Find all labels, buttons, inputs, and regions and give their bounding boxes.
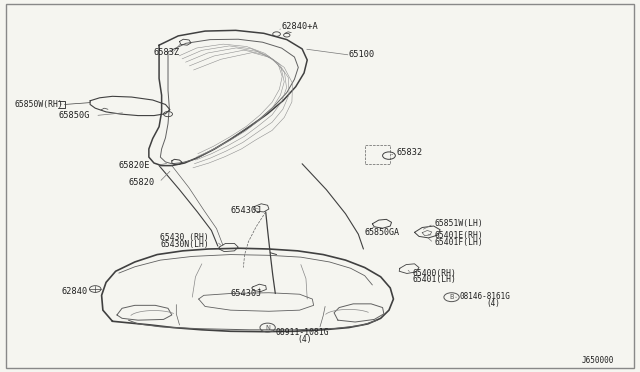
Text: 6583Z: 6583Z bbox=[154, 48, 180, 57]
Text: 65430 (RH): 65430 (RH) bbox=[161, 233, 209, 243]
Text: 65401F(LH): 65401F(LH) bbox=[435, 238, 484, 247]
Text: 65850G: 65850G bbox=[58, 111, 90, 120]
Text: 65430J: 65430J bbox=[230, 206, 262, 215]
Text: (4): (4) bbox=[486, 299, 500, 308]
Text: (4): (4) bbox=[298, 335, 312, 344]
Text: 65430J: 65430J bbox=[230, 289, 262, 298]
Text: 65430N(LH): 65430N(LH) bbox=[161, 240, 209, 249]
Text: 65851W(LH): 65851W(LH) bbox=[435, 219, 484, 228]
Text: 65832: 65832 bbox=[397, 148, 423, 157]
Text: 65400(RH): 65400(RH) bbox=[413, 269, 456, 278]
Text: 08911-1081G: 08911-1081G bbox=[275, 328, 329, 337]
Text: 65850W(RH): 65850W(RH) bbox=[15, 100, 63, 109]
Text: N: N bbox=[265, 325, 270, 331]
Text: 65820E: 65820E bbox=[119, 161, 150, 170]
Text: 65401(LH): 65401(LH) bbox=[413, 275, 456, 284]
Text: 65820: 65820 bbox=[129, 178, 155, 187]
Text: B: B bbox=[449, 294, 454, 300]
Text: 62840: 62840 bbox=[61, 287, 88, 296]
Text: 65100: 65100 bbox=[349, 50, 375, 59]
Text: 62840+A: 62840+A bbox=[282, 22, 319, 31]
Text: 65401E(RH): 65401E(RH) bbox=[435, 231, 484, 240]
Text: 08146-8161G: 08146-8161G bbox=[460, 292, 510, 301]
Text: J650000: J650000 bbox=[581, 356, 614, 365]
Text: 65850GA: 65850GA bbox=[365, 228, 400, 237]
